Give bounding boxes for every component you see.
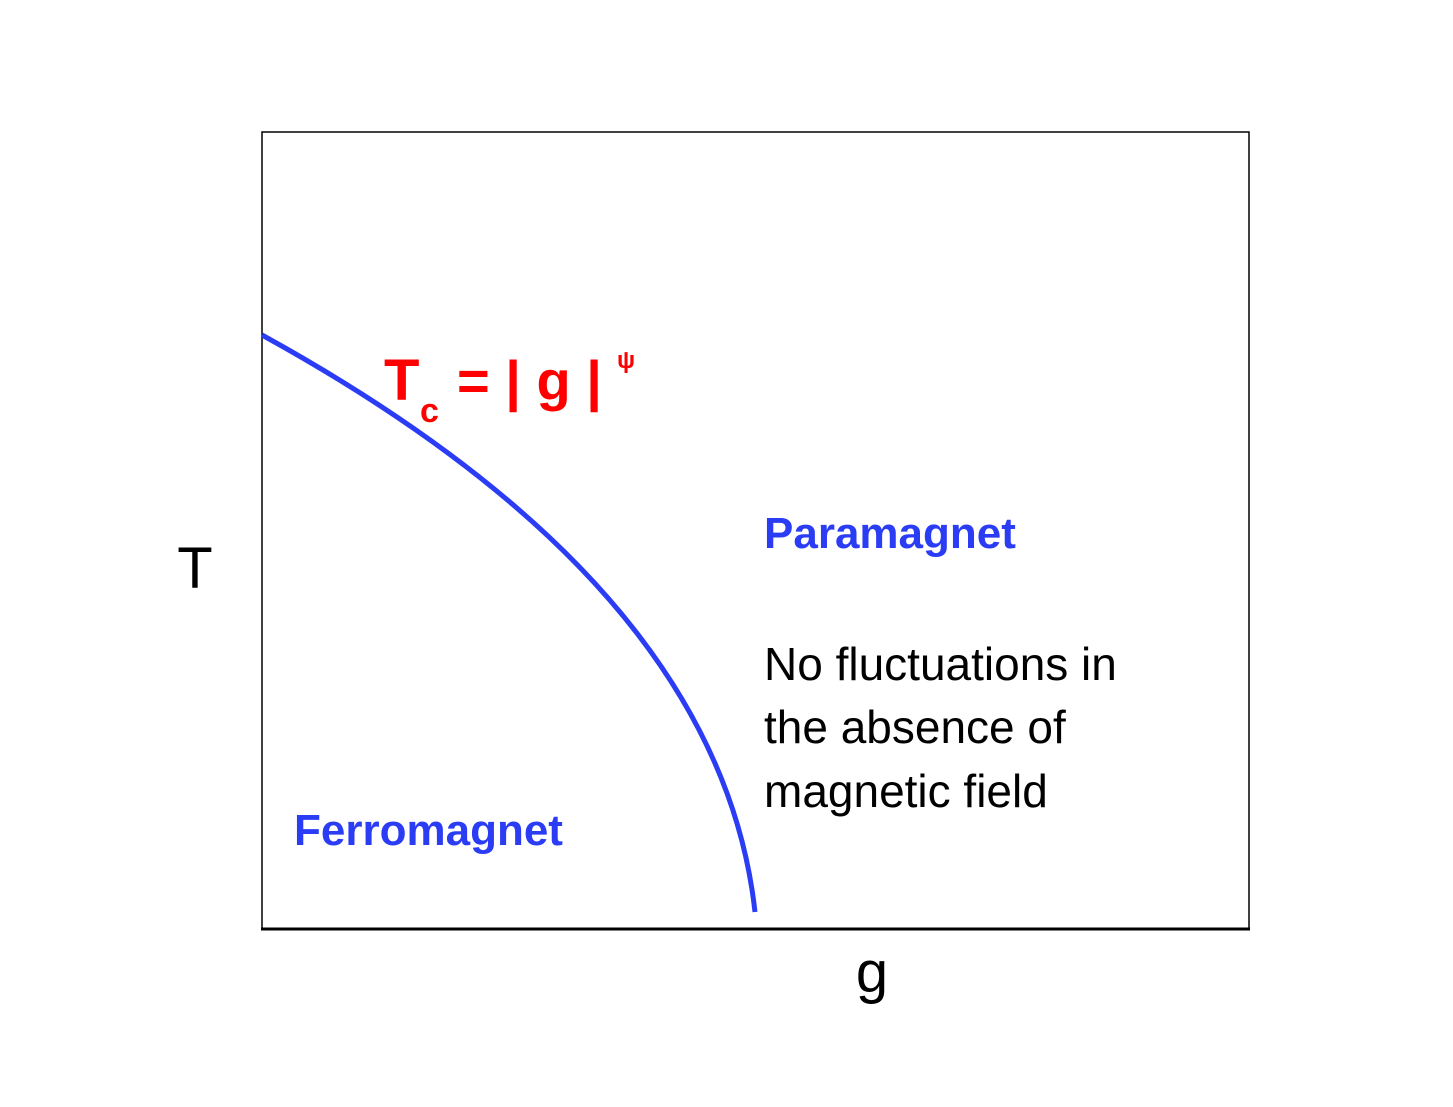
- formula-body: = | g |: [457, 349, 602, 413]
- region-note: No fluctuations in: [764, 638, 1117, 690]
- formula-subscript: c: [420, 392, 439, 430]
- x-axis-label: g: [856, 940, 888, 1005]
- y-axis-label: T: [177, 536, 212, 601]
- phase-boundary: [260, 332, 758, 913]
- formula-superscript: ψ: [617, 347, 635, 374]
- region-note: the absence of: [764, 701, 1066, 753]
- region-label: Ferromagnet: [294, 806, 563, 855]
- region-note: magnetic field: [764, 765, 1048, 817]
- formula-base: T: [384, 348, 419, 413]
- region-label: Paramagnet: [764, 509, 1016, 558]
